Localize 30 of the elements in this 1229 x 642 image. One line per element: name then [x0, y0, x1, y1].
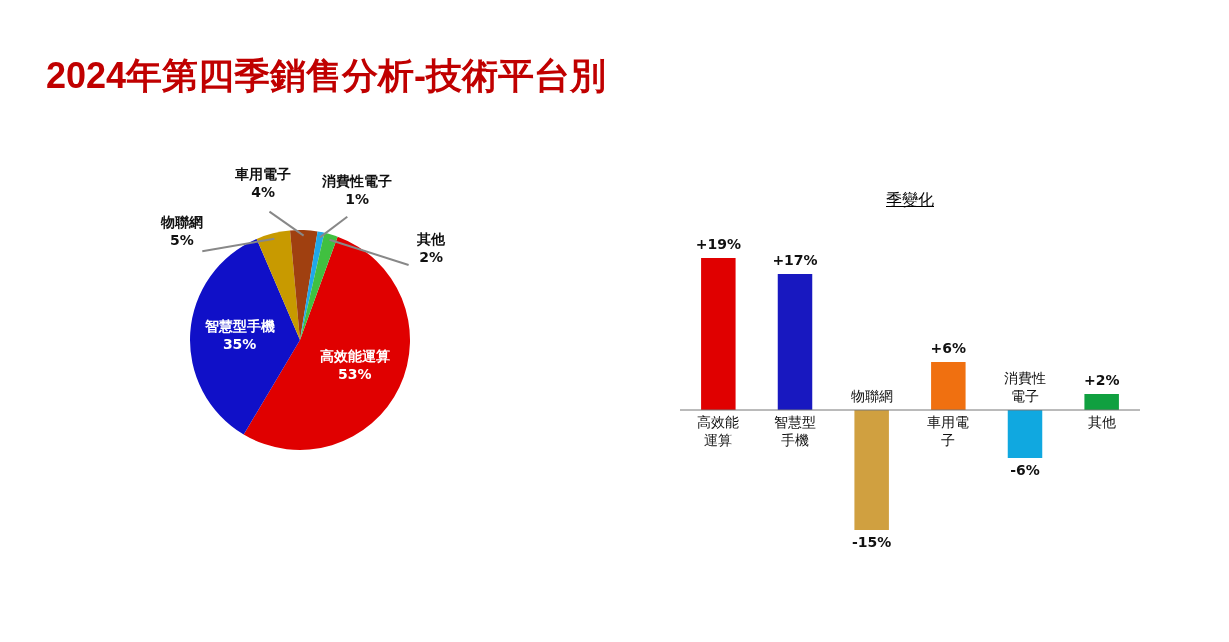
- x-tick-label: 高效能運算: [697, 413, 740, 448]
- data-label: 53%: [337, 365, 372, 382]
- slice-label: 高效能運算: [319, 347, 390, 364]
- slice-label: 車用電子: [234, 166, 292, 183]
- bar: [931, 362, 966, 410]
- data-label: 4%: [251, 184, 275, 201]
- data-label: 1%: [345, 190, 370, 207]
- data-label: -15%: [852, 533, 892, 550]
- bar: [777, 274, 813, 410]
- bar: [854, 410, 889, 530]
- chart-title: 2024年第四季銷售分析-技術平台別: [46, 54, 607, 98]
- slice-label: 其他: [416, 230, 447, 247]
- data-label: 5%: [170, 232, 194, 249]
- data-label: +2%: [1083, 371, 1120, 388]
- data-label: 2%: [419, 248, 444, 265]
- chart-title: 季變化: [885, 190, 935, 211]
- data-label: +19%: [695, 235, 741, 252]
- bar: [701, 258, 736, 410]
- x-tick-label: 智慧型手機: [774, 413, 816, 448]
- slice-label: 智慧型手機: [203, 317, 275, 334]
- bar: [1007, 410, 1043, 458]
- slice-label: 物聯網: [159, 214, 203, 231]
- data-label: +6%: [930, 339, 967, 356]
- data-label: -6%: [1010, 461, 1040, 478]
- data-label: +17%: [772, 251, 818, 268]
- data-label: 35%: [222, 335, 257, 352]
- x-tick-label: 其他: [1087, 413, 1116, 430]
- x-tick-label: 車用電子: [927, 413, 970, 448]
- bar: [1084, 394, 1119, 410]
- slice-label: 消費性電子: [321, 172, 393, 189]
